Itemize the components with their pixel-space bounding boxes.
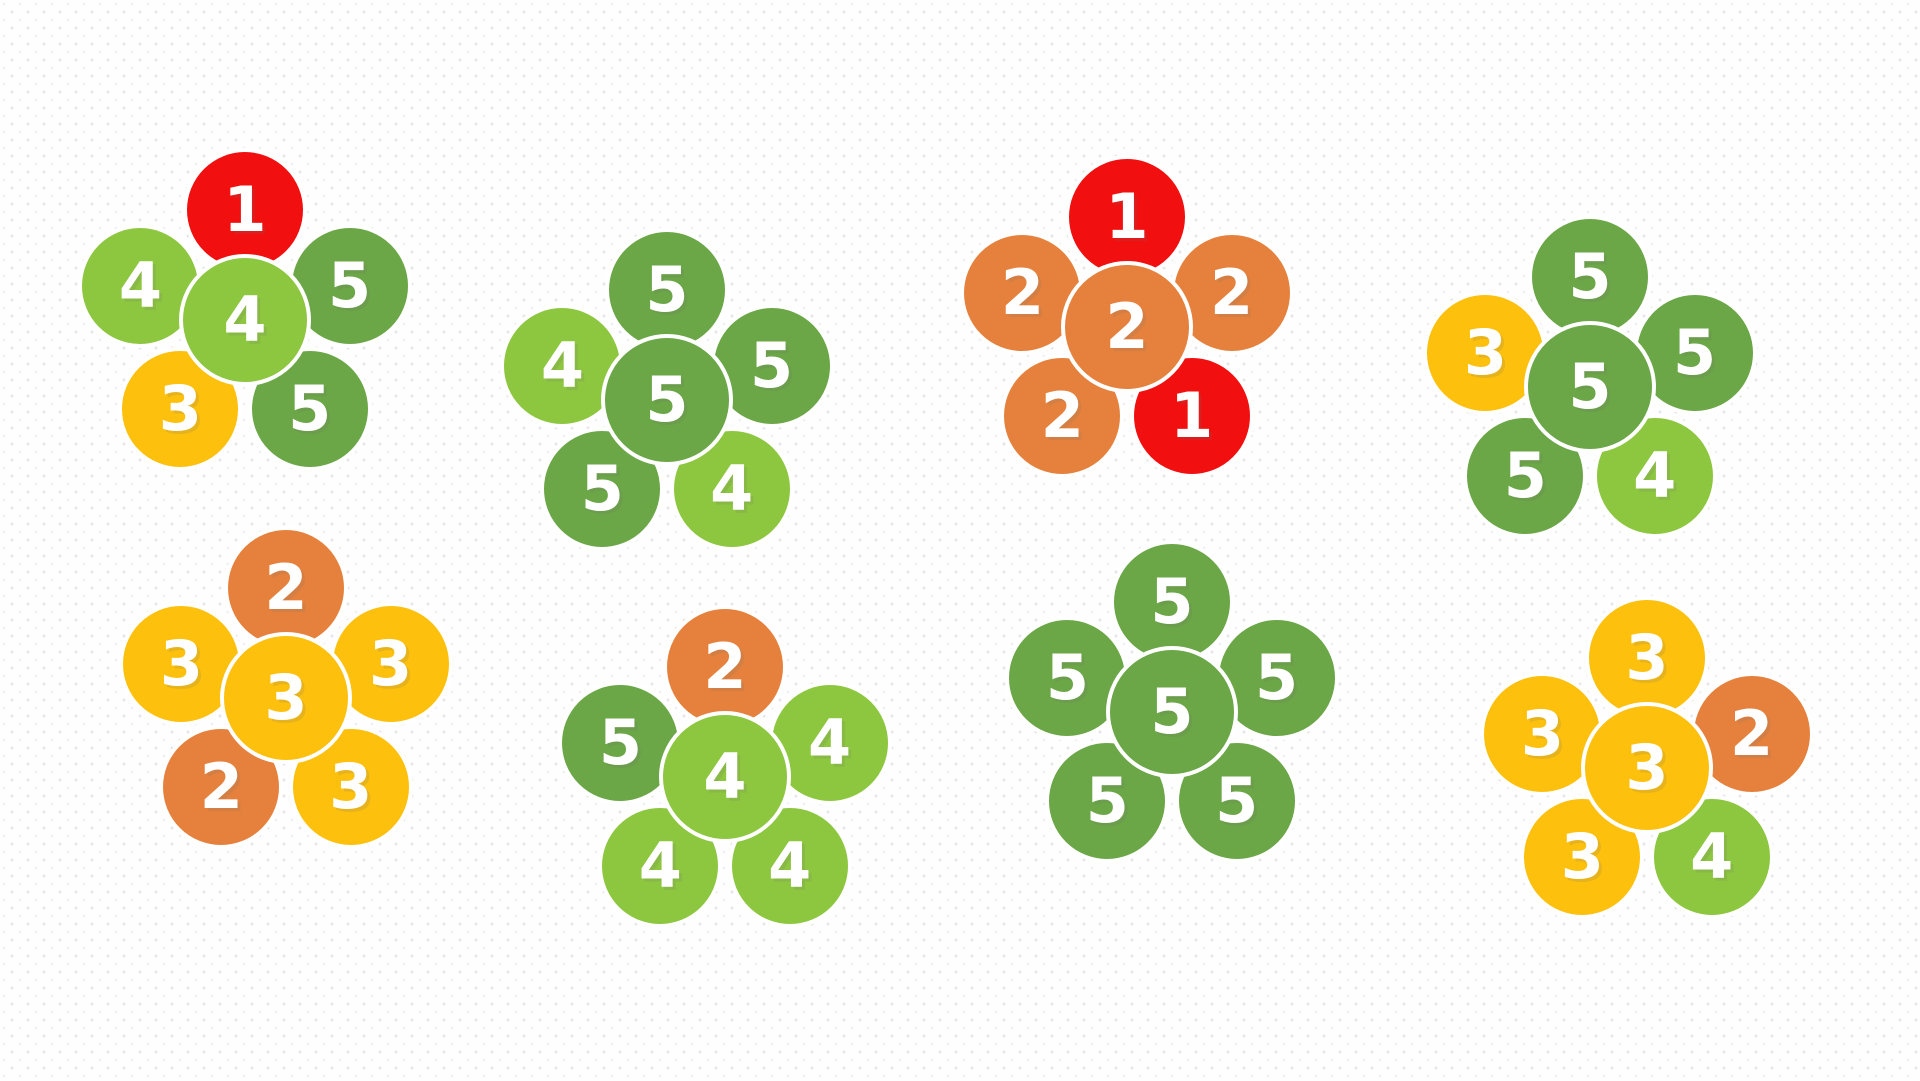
petal-top: 1 (183, 148, 307, 272)
rating-value: 5 (750, 329, 794, 402)
flower-center-circle: 5 (1106, 646, 1238, 778)
flower-center-circle: 5 (1524, 321, 1656, 453)
rating-value: 5 (1045, 641, 1089, 714)
rating-value: 3 (1625, 731, 1669, 804)
petal-top: 5 (1528, 215, 1652, 339)
rating-value: 2 (199, 750, 243, 823)
petal-lower-left: 2 (159, 725, 284, 849)
flower-center-circle: 4 (179, 254, 311, 386)
petal-top: 3 (1585, 596, 1709, 720)
rating-value: 5 (1150, 565, 1194, 638)
rating-value: 3 (159, 627, 203, 700)
petal-top: 2 (224, 526, 348, 650)
petal-upper-left: 5 (1005, 616, 1130, 740)
flower-center-circle: 2 (1061, 261, 1193, 393)
rating-value: 3 (1625, 621, 1669, 694)
rating-value: 5 (1673, 316, 1717, 389)
rating-value: 2 (1105, 290, 1149, 363)
rating-value: 2 (264, 551, 308, 624)
rating-value: 5 (1568, 240, 1612, 313)
rating-value: 5 (1150, 675, 1194, 748)
flower-center-circle: 3 (220, 632, 352, 764)
rating-value: 2 (1210, 256, 1254, 329)
rating-value: 5 (580, 452, 624, 525)
petal-top: 5 (605, 228, 729, 352)
rating-value: 5 (645, 253, 689, 326)
rating-value: 5 (1503, 439, 1547, 512)
rating-value: 5 (1215, 764, 1259, 837)
rating-value: 4 (703, 740, 747, 813)
flower-center-circle: 5 (601, 334, 733, 466)
rating-value: 3 (329, 750, 373, 823)
petal-upper-right: 5 (1632, 291, 1757, 415)
rating-value: 3 (158, 372, 202, 445)
rating-value: 4 (710, 452, 754, 525)
petal-lower-right: 4 (727, 804, 852, 928)
rating-value: 5 (1085, 764, 1129, 837)
rating-value: 3 (1520, 697, 1564, 770)
rating-value: 3 (369, 627, 413, 700)
petal-lower-right: 1 (1129, 354, 1254, 478)
rating-value: 5 (288, 372, 332, 445)
rating-value: 1 (1170, 379, 1214, 452)
rating-value: 5 (1255, 641, 1299, 714)
rating-value: 2 (703, 630, 747, 703)
flower-center-circle: 3 (1581, 702, 1713, 834)
petal-top: 2 (663, 605, 787, 729)
petal-upper-right: 5 (1214, 616, 1339, 740)
rating-value: 4 (1633, 439, 1677, 512)
petal-lower-right: 4 (669, 427, 794, 551)
rating-value: 4 (223, 283, 267, 356)
rating-value: 5 (598, 706, 642, 779)
rating-value: 4 (118, 249, 162, 322)
rating-value: 2 (1040, 379, 1084, 452)
rating-value: 1 (223, 173, 267, 246)
rating-value: 3 (264, 661, 308, 734)
rating-value: 4 (1690, 820, 1734, 893)
flower-center-circle: 4 (659, 711, 791, 843)
rating-value: 4 (808, 706, 852, 779)
rating-value: 3 (1463, 316, 1507, 389)
rating-value: 4 (638, 829, 682, 902)
rating-value: 4 (768, 829, 812, 902)
rating-value: 5 (328, 249, 372, 322)
petal-lower-left: 5 (1045, 739, 1170, 863)
petal-top: 5 (1110, 540, 1234, 664)
rating-value: 2 (1730, 697, 1774, 770)
rating-value: 4 (540, 329, 584, 402)
petal-upper-left: 5 (558, 681, 683, 805)
rating-value: 3 (1560, 820, 1604, 893)
rating-value: 2 (1000, 256, 1044, 329)
rating-value: 5 (645, 363, 689, 436)
rating-value: 5 (1568, 350, 1612, 423)
rating-value: 1 (1105, 180, 1149, 253)
